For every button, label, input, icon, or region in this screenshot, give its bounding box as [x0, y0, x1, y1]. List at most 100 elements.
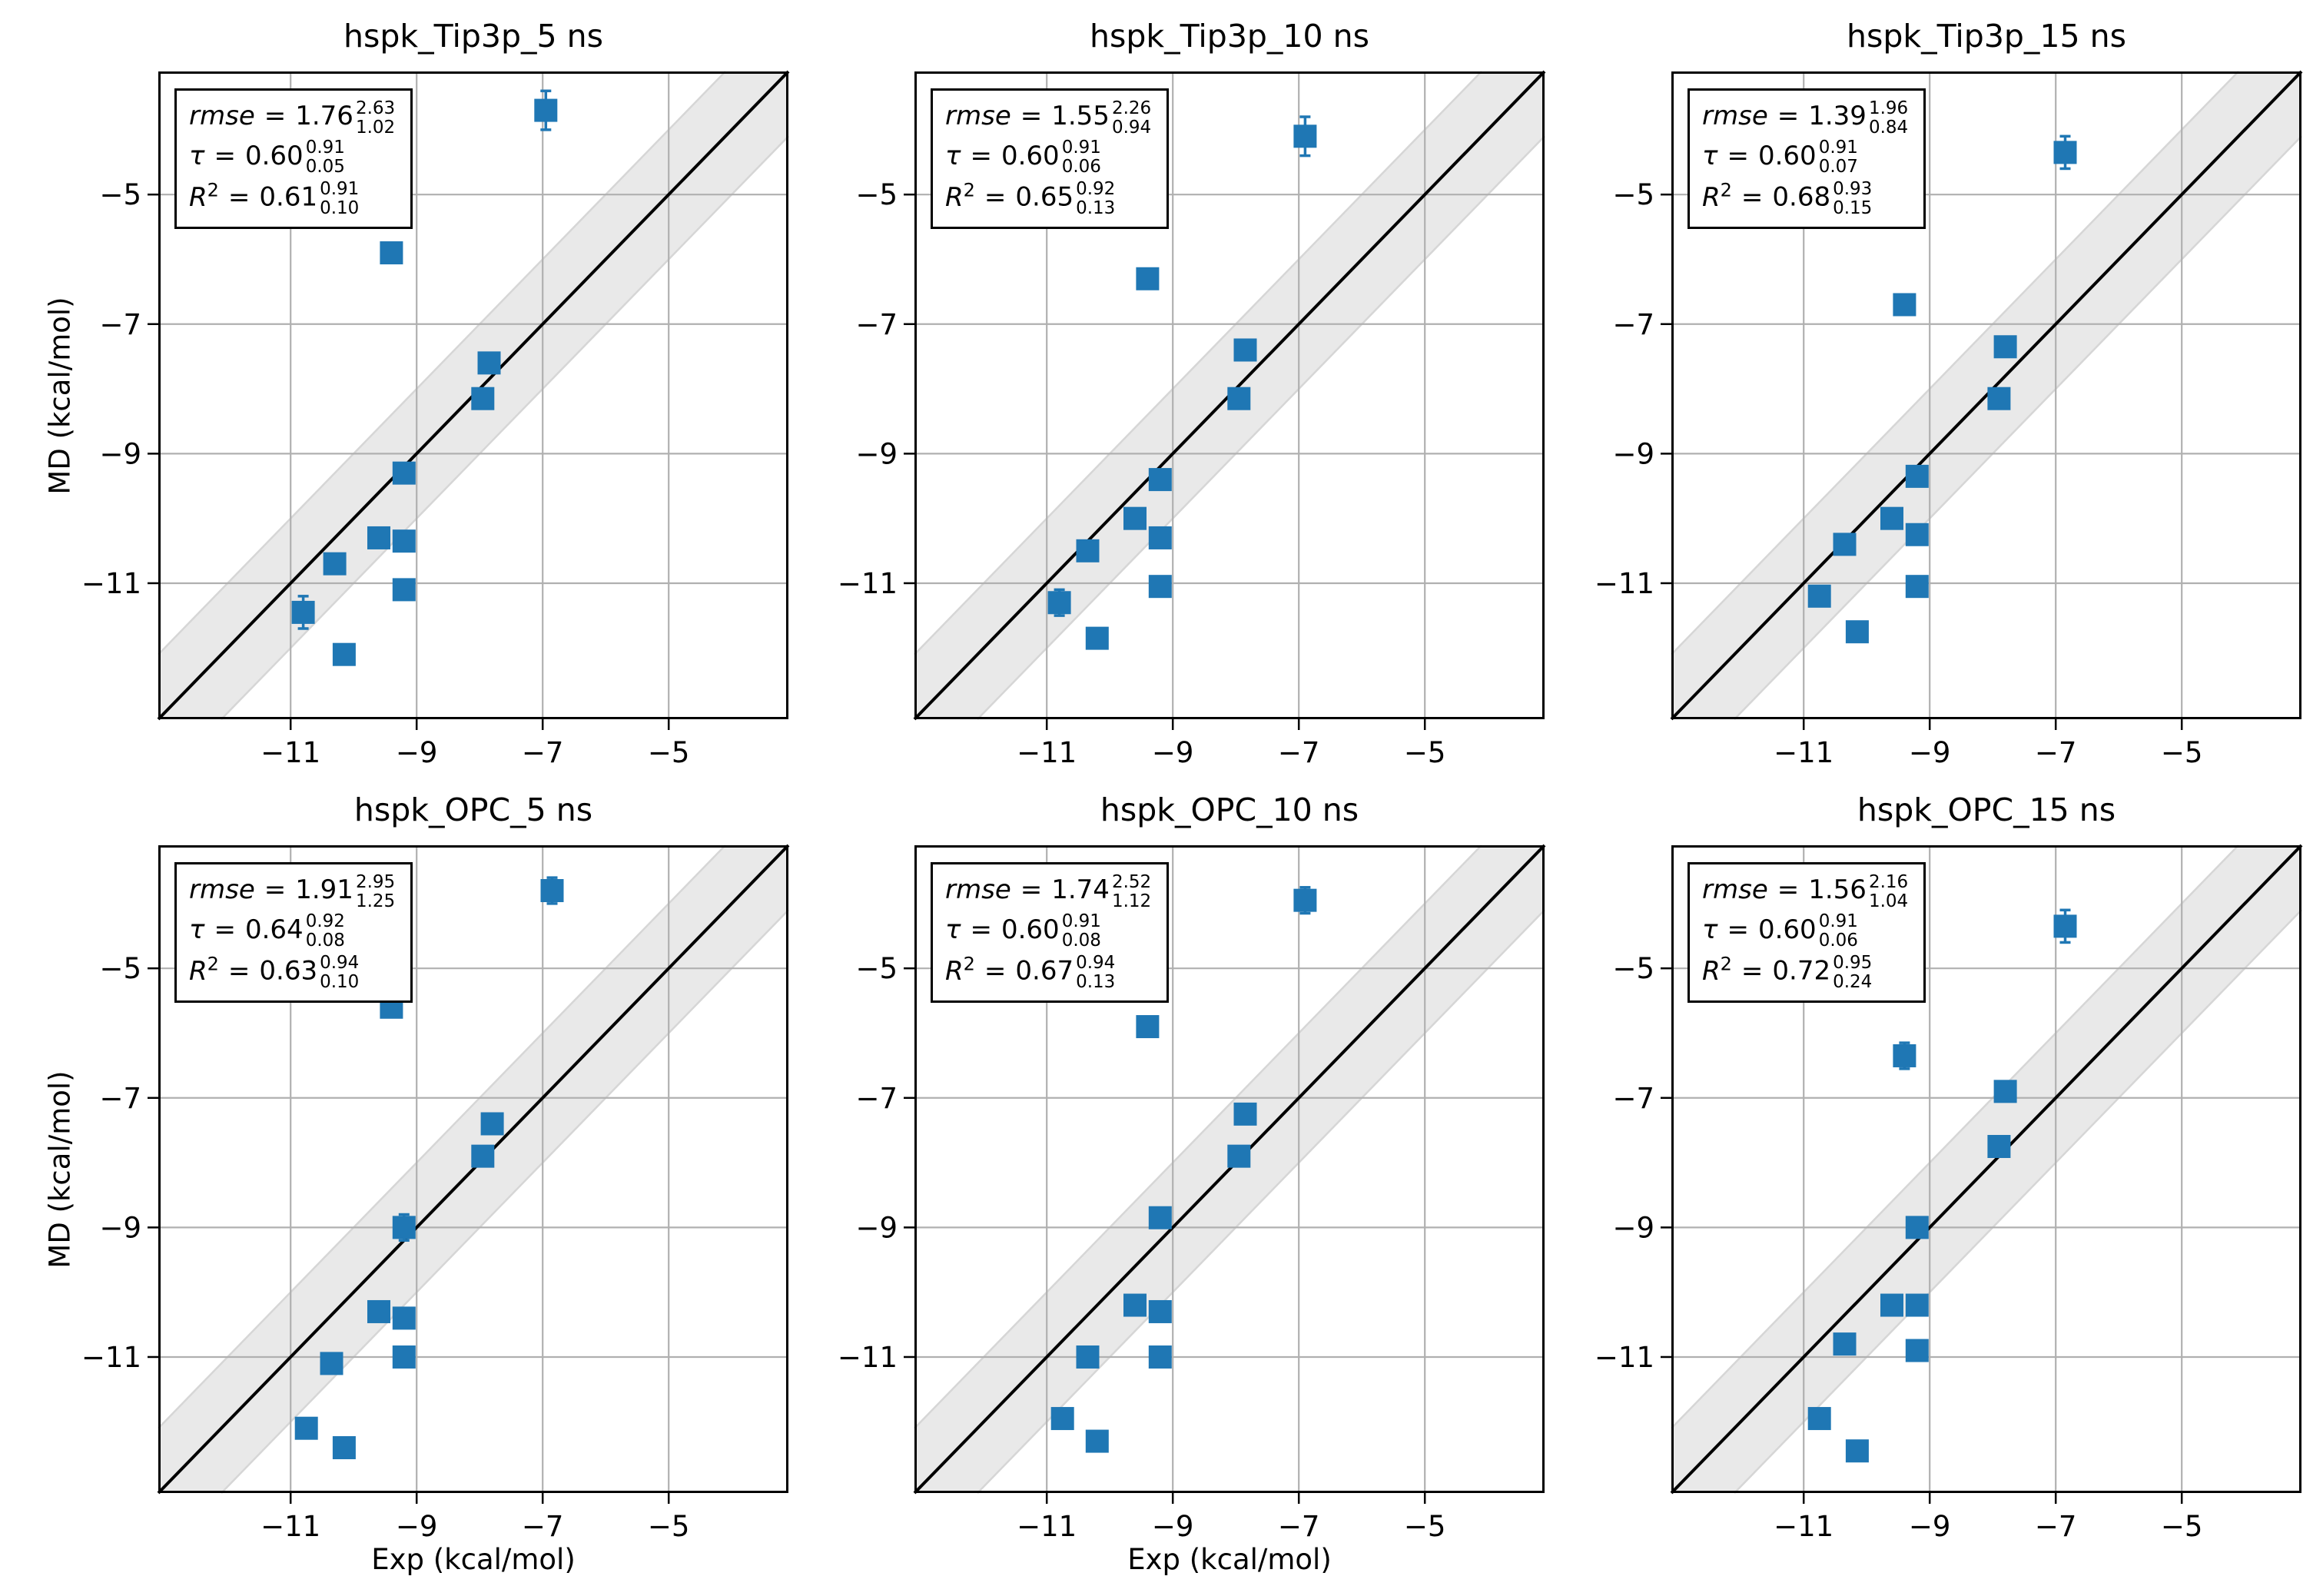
x-tick-label: −9 [1152, 736, 1194, 769]
stats-box: rmse = 1.56 2.16 1.04 τ = 0.60 0.91 0.06 R2 = 0.72… [1687, 862, 1926, 1004]
x-tick-label: −7 [1278, 736, 1320, 769]
stat-value: 1.74 [1051, 874, 1110, 905]
stat-value: 1.56 [1808, 874, 1867, 905]
stat-ci: 0.92 0.13 [1076, 180, 1115, 218]
stat-upper: 2.95 [355, 871, 396, 892]
subplot-title: hspk_OPC_5 ns [353, 791, 593, 828]
x-tick-label: −7 [522, 736, 564, 769]
data-point [1993, 1080, 2017, 1103]
stat-label: rmse [189, 874, 255, 905]
stat-lower: 0.24 [1833, 972, 1873, 993]
band-upper-edge [158, 844, 726, 1429]
stat-ci: 0.94 0.13 [1076, 954, 1115, 992]
band-upper-edge [158, 71, 726, 655]
stat-ci: 2.16 1.04 [1869, 872, 1908, 911]
data-point [1905, 575, 1929, 599]
data-point [332, 1435, 356, 1459]
stat-lower: 0.05 [305, 157, 345, 178]
x-tick-label: −11 [1017, 736, 1077, 769]
stat-lower: 1.25 [355, 891, 396, 911]
stat-lower: 0.84 [1868, 117, 1909, 138]
r2-exponent: 2 [207, 179, 219, 201]
x-tick-label: −11 [1017, 1510, 1077, 1543]
equals-sign: = [1741, 955, 1764, 987]
subplot-tip3p-15ns: hspk_Tip3p_15 ns −11 −9 −7 −5 −11 −9 −7 −5 rmse… [1595, 18, 2303, 769]
stat-rmse: rmse = 1.56 2.16 1.04 [1702, 871, 1908, 911]
stat-ci: 2.95 1.25 [355, 871, 396, 911]
data-point [1227, 387, 1251, 410]
stat-lower: 0.07 [1818, 157, 1858, 178]
stat-r2: R2 = 0.65 0.92 0.13 [945, 176, 1151, 217]
stat-upper: 0.94 [1076, 953, 1116, 974]
scatter-plot: −11 −9 −7 −5 −11 −9 −7 −5 [1595, 70, 2303, 769]
x-tick-label: −9 [1152, 1510, 1194, 1543]
data-point [1148, 526, 1172, 549]
stats-box: rmse = 1.76 2.63 1.02 τ = 0.60 0.91 0.05 R2 = 0.61… [174, 88, 413, 230]
equals-sign: = [970, 914, 992, 945]
scatter-plot: −11 −9 −7 −5 −11 −9 −7 −5 [81, 844, 790, 1543]
equals-sign: = [264, 874, 287, 905]
stat-ci: 0.94 0.10 [320, 954, 359, 992]
stat-upper: 0.91 [1818, 138, 1858, 158]
stat-tau: τ = 0.60 0.91 0.05 [189, 137, 395, 178]
stats-box: rmse = 1.74 2.52 1.12 τ = 0.60 0.91 0.08 R2 = 0.67… [931, 862, 1170, 1004]
data-point [380, 241, 403, 265]
data-point [480, 1112, 504, 1136]
stat-value: 0.60 [244, 140, 304, 171]
y-tick-label: −5 [99, 178, 141, 211]
data-point [1233, 1102, 1257, 1126]
x-tick-label: −5 [648, 1510, 690, 1543]
x-tick-label: −9 [1909, 1510, 1951, 1543]
stat-label: R2 [945, 179, 975, 213]
identity-line [1670, 844, 2303, 1495]
stat-label: R2 [1702, 953, 1732, 987]
subplot-title: hspk_Tip3p_10 ns [1090, 18, 1369, 55]
stat-rmse: rmse = 1.74 2.52 1.12 [945, 871, 1151, 911]
stat-ci: 1.96 0.84 [1868, 98, 1909, 138]
subplot-title: hspk_Tip3p_15 ns [1847, 18, 2126, 55]
stat-ci: 0.91 0.06 [1819, 912, 1858, 951]
y-tick-label: −5 [99, 952, 141, 985]
y-tick-label: −11 [1595, 567, 1654, 600]
subplot-opc-5ns: hspk_OPC_5 ns MD (kcal/mol) −11 −9 −7 −5 −11… [44, 791, 790, 1576]
data-point [392, 529, 416, 553]
axes-spine [158, 71, 788, 719]
stat-upper: 0.91 [1818, 911, 1858, 932]
stat-ci: 0.93 0.15 [1833, 180, 1872, 218]
stat-value: 0.67 [1015, 955, 1074, 987]
stat-ci: 0.91 0.10 [320, 180, 359, 218]
r2-exponent: 2 [963, 179, 975, 201]
data-point [1293, 888, 1317, 912]
identity-line [1670, 70, 2303, 721]
scatter-plot: −11 −9 −7 −5 −11 −9 −7 −5 [838, 70, 1546, 769]
data-point [294, 1416, 318, 1440]
data-point [1085, 626, 1109, 650]
data-point [1136, 267, 1160, 290]
equals-sign: = [214, 140, 236, 171]
y-tick-label: −9 [99, 437, 141, 470]
data-point [1845, 620, 1869, 644]
stat-label: rmse [945, 874, 1011, 905]
band-upper-edge [1671, 844, 2239, 1429]
stat-label: τ [189, 914, 205, 945]
data-point [1833, 1332, 1857, 1356]
data-point [1905, 1339, 1929, 1362]
x-tick-label: −9 [1909, 736, 1951, 769]
stat-ci: 0.92 0.08 [306, 912, 345, 951]
stat-value: 1.91 [295, 874, 353, 905]
data-point [1148, 575, 1172, 599]
stat-upper: 0.91 [1061, 138, 1101, 158]
data-point [1148, 1206, 1172, 1229]
data-point [1880, 1293, 1903, 1317]
data-point [1085, 1429, 1109, 1453]
stat-ci: 2.52 1.12 [1112, 872, 1151, 911]
stat-value: 0.60 [1001, 140, 1060, 171]
x-tick-label: −5 [2161, 736, 2203, 769]
stat-value: 0.72 [1772, 955, 1831, 987]
stat-r2: R2 = 0.72 0.95 0.24 [1702, 950, 1908, 991]
data-point [323, 552, 347, 576]
x-tick-label: −7 [2035, 1510, 2077, 1543]
data-point [392, 1306, 416, 1330]
data-point [540, 879, 564, 903]
stats-box: rmse = 1.91 2.95 1.25 τ = 0.64 0.92 0.08 R2 = 0.63… [174, 862, 413, 1004]
